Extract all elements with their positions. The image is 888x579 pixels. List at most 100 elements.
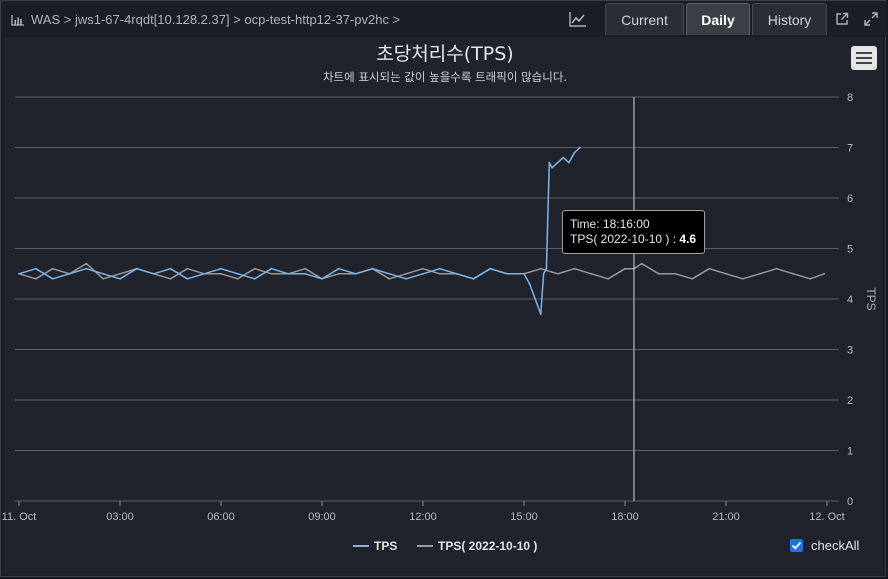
- data-point: [657, 272, 660, 275]
- data-point: [523, 272, 525, 275]
- data-point: [624, 267, 626, 270]
- x-tick-label: 11. Oct: [2, 511, 37, 523]
- data-point: [579, 146, 582, 149]
- y-tick-label: 4: [847, 294, 853, 306]
- tab-daily-label: Daily: [701, 11, 735, 28]
- data-point: [337, 272, 340, 275]
- x-tick-label: 06:00: [207, 511, 235, 523]
- expand-icon[interactable]: [864, 12, 878, 26]
- x-tick-label: 12. Oct: [809, 511, 844, 523]
- data-point: [556, 272, 559, 275]
- data-point: [775, 267, 778, 270]
- data-point: [270, 267, 273, 270]
- data-point: [68, 272, 71, 275]
- breadcrumb-text[interactable]: WAS > jws1-67-4rqdt[10.128.2.37] > ocp-t…: [31, 12, 401, 27]
- data-point: [674, 272, 677, 275]
- data-point: [506, 272, 509, 275]
- series-line-tps[interactable]: [18, 146, 581, 315]
- data-point: [236, 272, 239, 275]
- x-tick-label: 21:00: [712, 511, 740, 523]
- data-point: [220, 267, 222, 270]
- data-point: [556, 161, 559, 164]
- data-point: [539, 267, 542, 270]
- tooltip-time-row: Time: 18:16:00: [570, 217, 697, 232]
- tab-daily[interactable]: Daily: [686, 3, 750, 35]
- data-point: [542, 272, 545, 275]
- data-point: [567, 161, 570, 164]
- data-point: [203, 272, 206, 275]
- data-point: [34, 277, 37, 280]
- legend-item-tps-prev[interactable]: TPS( 2022-10-10 ): [438, 539, 537, 553]
- data-point: [85, 262, 88, 265]
- y-tick-label: 3: [847, 345, 853, 357]
- data-point: [152, 272, 155, 275]
- data-point: [548, 161, 551, 164]
- y-tick-label: 7: [847, 143, 853, 155]
- x-tick-label: 12:00: [409, 511, 437, 523]
- hamburger-icon-bar: [856, 52, 872, 54]
- data-point: [438, 267, 441, 270]
- data-point: [472, 277, 475, 280]
- y-tick-label: 6: [847, 193, 853, 205]
- data-point: [573, 151, 576, 154]
- data-point: [388, 277, 391, 280]
- data-point: [51, 267, 54, 270]
- tab-current-label: Current: [621, 11, 668, 28]
- external-link-icon[interactable]: [835, 12, 849, 26]
- data-point: [823, 272, 826, 275]
- data-point: [34, 267, 37, 270]
- hamburger-icon-bar: [856, 62, 872, 64]
- y-tick-label: 2: [847, 395, 853, 407]
- data-point: [455, 272, 458, 275]
- bar-chart-icon: [11, 14, 24, 26]
- y-tick-label: 0: [847, 496, 853, 508]
- data-point: [708, 267, 711, 270]
- y-axis-label: TPS: [864, 287, 878, 310]
- data-point: [562, 156, 565, 159]
- series-line-tps-prev[interactable]: [18, 262, 825, 280]
- data-point: [792, 272, 795, 275]
- tooltip-time-value: 18:16:00: [602, 217, 650, 231]
- data-point: [691, 277, 694, 280]
- checkbox-checked-icon[interactable]: [790, 539, 803, 552]
- data-point: [220, 272, 222, 275]
- data-point: [725, 272, 727, 275]
- tooltip-time-label: Time:: [570, 217, 600, 231]
- data-point: [270, 272, 273, 275]
- data-point: [253, 267, 256, 270]
- data-point: [539, 313, 542, 316]
- data-point: [758, 272, 761, 275]
- tab-current[interactable]: Current: [605, 3, 684, 35]
- data-point: [438, 272, 441, 275]
- data-point: [102, 272, 105, 275]
- data-point: [169, 267, 172, 270]
- x-tick-label: 09:00: [308, 511, 336, 523]
- y-tick-label: 5: [847, 244, 853, 256]
- data-point: [528, 282, 531, 285]
- x-tick-label: 15:00: [510, 511, 538, 523]
- data-point: [119, 272, 121, 275]
- breadcrumb: WAS > jws1-67-4rqdt[10.128.2.37] > ocp-t…: [11, 12, 400, 27]
- data-point: [102, 277, 105, 280]
- data-point: [354, 272, 357, 275]
- check-all-toggle[interactable]: checkAll: [790, 538, 859, 553]
- y-tick-label: 8: [847, 92, 853, 104]
- x-tick-label: 03:00: [106, 511, 134, 523]
- hamburger-icon-bar: [856, 57, 872, 59]
- data-point: [545, 267, 548, 270]
- data-point: [186, 267, 189, 270]
- legend-item-tps[interactable]: TPS: [374, 539, 397, 553]
- data-point: [422, 267, 424, 270]
- data-point: [809, 277, 812, 280]
- data-point: [405, 272, 408, 275]
- tab-history[interactable]: History: [752, 3, 827, 35]
- chart-menu-button[interactable]: [851, 46, 877, 70]
- tooltip-series-value: 4.6: [679, 232, 697, 246]
- data-point: [607, 277, 610, 280]
- line-chart-icon[interactable]: [569, 11, 587, 27]
- data-point: [236, 277, 239, 280]
- tooltip-series-row: TPS( 2022-10-10 ) : 4.6: [570, 232, 697, 247]
- y-tick-label: 1: [847, 446, 853, 458]
